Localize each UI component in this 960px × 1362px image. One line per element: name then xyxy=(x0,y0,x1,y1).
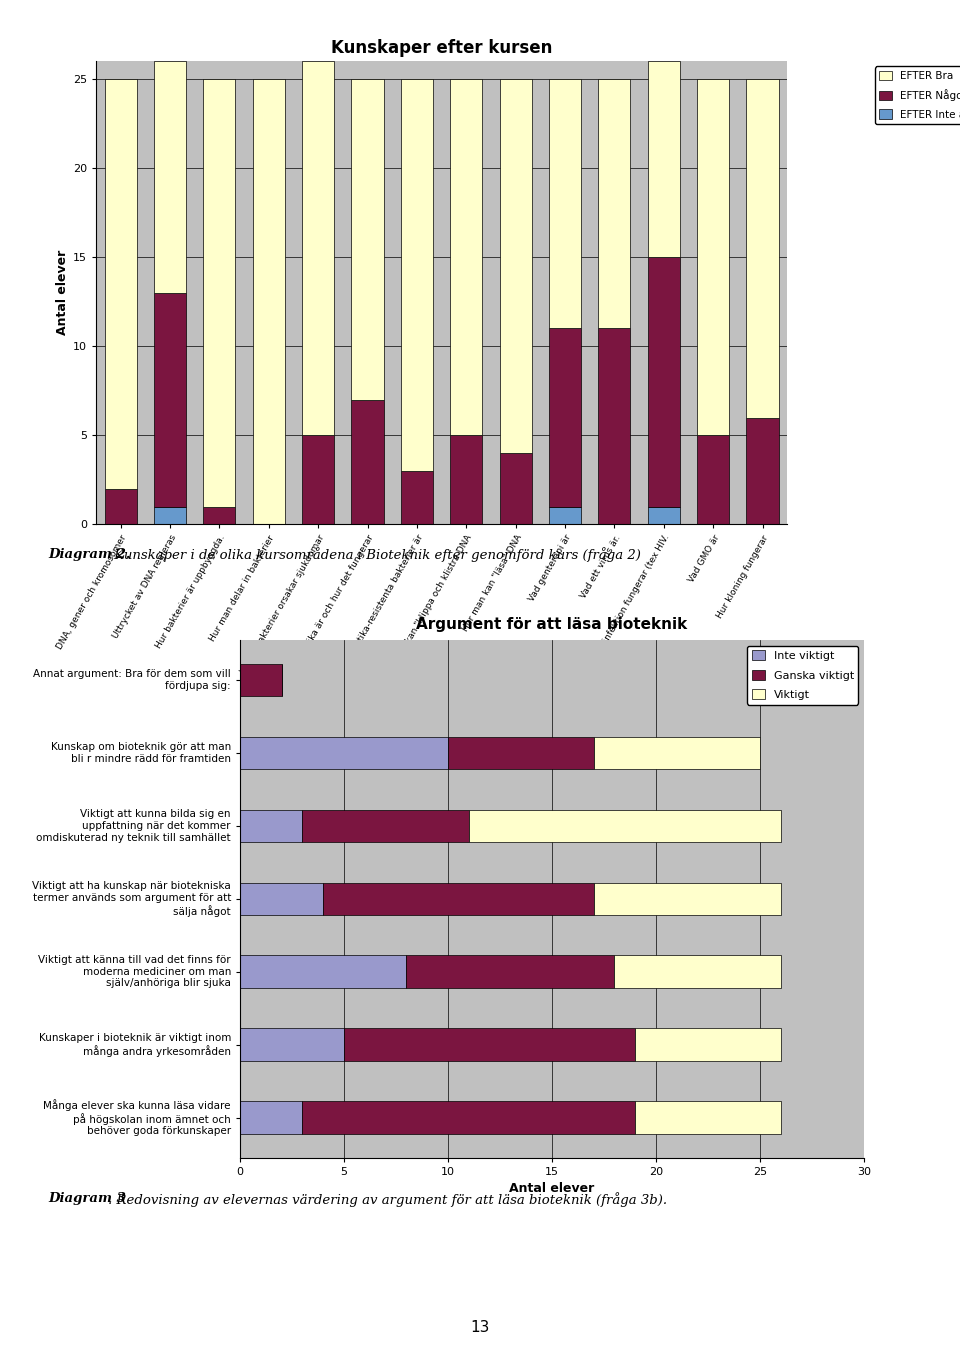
Bar xyxy=(351,399,384,524)
Bar xyxy=(240,956,406,989)
Bar xyxy=(154,507,186,524)
Bar xyxy=(450,79,482,436)
Bar xyxy=(240,737,448,770)
Bar xyxy=(240,1028,344,1061)
Bar xyxy=(302,436,334,524)
Bar xyxy=(598,328,631,524)
Bar xyxy=(105,489,136,524)
Bar xyxy=(344,1028,636,1061)
Bar xyxy=(648,61,680,257)
Bar xyxy=(549,507,581,524)
Bar xyxy=(648,507,680,524)
Bar xyxy=(302,61,334,436)
Bar xyxy=(240,663,281,696)
Bar xyxy=(614,956,780,989)
Bar xyxy=(252,79,285,524)
Bar xyxy=(499,454,532,524)
Bar xyxy=(401,79,433,471)
Legend: Inte viktigt, Ganska viktigt, Viktigt: Inte viktigt, Ganska viktigt, Viktigt xyxy=(747,646,858,704)
Bar xyxy=(302,1102,636,1135)
Bar xyxy=(302,809,468,842)
X-axis label: Antal elever: Antal elever xyxy=(510,1182,594,1196)
Legend: EFTER Bra, EFTER Något, EFTER Inte all: EFTER Bra, EFTER Något, EFTER Inte all xyxy=(876,67,960,124)
Text: . Redovisning av elevernas värdering av argument för att läsa bioteknik (fråga 3: . Redovisning av elevernas värdering av … xyxy=(108,1192,667,1207)
Bar xyxy=(598,79,631,328)
Bar xyxy=(154,293,186,507)
Bar xyxy=(499,79,532,454)
Text: Kunskaper i de olika kursområdena i Bioteknik efter genomförd kurs (fråga 2): Kunskaper i de olika kursområdena i Biot… xyxy=(110,548,641,563)
Text: Diagram 3: Diagram 3 xyxy=(48,1192,126,1205)
Bar xyxy=(549,328,581,507)
Bar xyxy=(697,79,730,436)
Bar xyxy=(549,79,581,328)
Bar xyxy=(636,1102,780,1135)
Bar xyxy=(240,883,324,915)
Bar xyxy=(593,883,780,915)
Bar xyxy=(593,737,760,770)
Bar xyxy=(105,79,136,489)
Bar xyxy=(636,1028,780,1061)
Bar xyxy=(697,436,730,524)
Bar xyxy=(204,507,235,524)
Bar xyxy=(648,257,680,507)
Bar xyxy=(406,956,614,989)
Bar xyxy=(324,883,593,915)
Bar xyxy=(240,1102,302,1135)
Bar xyxy=(351,79,384,399)
Bar xyxy=(204,79,235,507)
Bar xyxy=(450,436,482,524)
Bar xyxy=(240,809,302,842)
Bar xyxy=(448,737,593,770)
Bar xyxy=(747,418,779,524)
Text: Diagram 2.: Diagram 2. xyxy=(48,548,131,561)
Y-axis label: Antal elever: Antal elever xyxy=(56,251,69,335)
X-axis label: Område: Område xyxy=(414,699,469,711)
Title: Kunskaper efter kursen: Kunskaper efter kursen xyxy=(331,39,552,57)
Text: 13: 13 xyxy=(470,1320,490,1335)
Bar xyxy=(154,61,186,293)
Bar xyxy=(747,79,779,418)
Bar xyxy=(468,809,780,842)
Bar xyxy=(401,471,433,524)
Title: Argument för att läsa bioteknik: Argument för att läsa bioteknik xyxy=(417,617,687,632)
